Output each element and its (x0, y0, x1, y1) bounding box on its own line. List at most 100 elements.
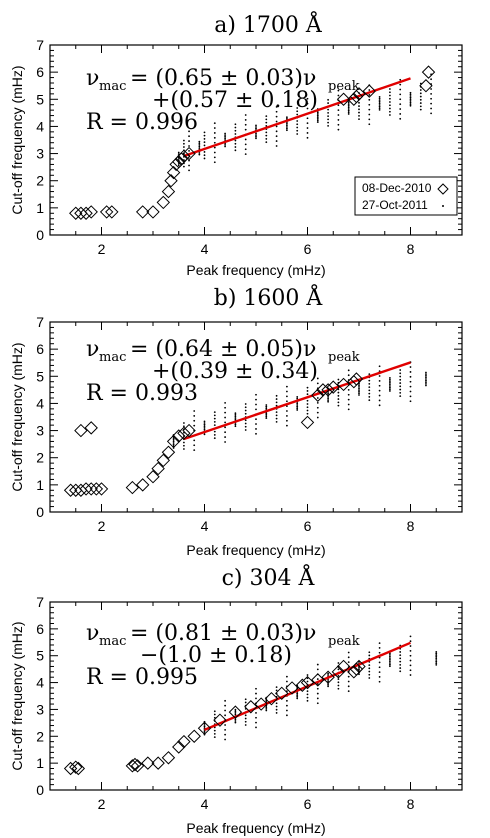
panel-a-dot-point (255, 134, 257, 137)
panel-b-dot-point (347, 393, 350, 396)
panel-c-dot-point (286, 680, 288, 683)
panel-c-ytick-label: 5 (36, 648, 44, 664)
panel-c-dot-point (224, 704, 227, 707)
panel-a-dot-point (296, 107, 299, 109)
panel-c-dot-point (409, 664, 412, 667)
panel-a-ylabel: Cut-off frequency (mHz) (9, 65, 25, 214)
panel-c-dot-point (244, 701, 247, 704)
panel-a-dot-point (368, 123, 371, 126)
panel-c-diamond-point (71, 761, 86, 776)
panel-a-diamond-point (69, 206, 83, 220)
panel-a-dot-point (265, 134, 268, 137)
panel-a-dot-point (296, 126, 299, 129)
panel-c-dot-point (409, 649, 412, 652)
panel-b-dot-point (316, 406, 319, 409)
panel-a-dot-point (306, 117, 309, 120)
panel-b-dot-point (378, 394, 381, 397)
panel-c-diamond-point (213, 713, 227, 727)
panel-a-dot-point (368, 118, 371, 121)
panel-c-dot-point (306, 693, 309, 696)
panel-b-dot-point (224, 431, 227, 434)
panel-c-dot-point (224, 709, 227, 712)
panel-a-dot-point (234, 142, 237, 145)
panel-b-dot-point (265, 413, 268, 416)
panel-c-dot-point (265, 709, 268, 712)
panel-a-dot-point (275, 135, 278, 138)
panel-a-dot-point (296, 120, 299, 122)
panel-b-dot-point (306, 386, 309, 389)
panel-b-ytick-label: 4 (36, 395, 44, 411)
panel-b-dot-point (358, 394, 360, 396)
panel-a: a) 1700 Å 2 4 6 8 0 1 2 3 4 5 6 7 Peak frequency (mH… (9, 10, 463, 278)
panel-a-dot-point (368, 89, 371, 91)
panel-a-dot-point (265, 138, 268, 140)
panel-c-diamond-point (331, 665, 346, 679)
panel-c-dot-point (435, 663, 438, 666)
panel-b-diamond-point (349, 372, 364, 386)
panel-a-eq-line2: +(0.57 ± 0.18) (152, 88, 318, 113)
panel-a-dot-point (213, 127, 216, 129)
panel-b-diamond-point (151, 461, 165, 476)
panel-b-dot-point (255, 408, 257, 411)
panel-a-dot-point (430, 112, 432, 115)
panel-b-dot-point (275, 404, 278, 407)
panel-b-diamond-point (89, 482, 104, 496)
panel-a-dot-point (234, 123, 237, 126)
panel-b-dot-point (275, 401, 278, 404)
panel-b-diamond-point (69, 483, 83, 497)
panel-a-dot-point (347, 108, 350, 110)
panel-a-diamond-point (79, 206, 93, 220)
panel-b-dot-point (316, 401, 319, 404)
panel-c-dot-point (255, 697, 257, 700)
panel-c-dot-point (244, 720, 247, 723)
panel-c-dot-point (275, 705, 278, 708)
panel-a-dot-point (358, 108, 360, 111)
panel-b-dot-point (183, 422, 185, 424)
panel-b-dot-point (378, 380, 381, 382)
panel-a-ytick-label: 2 (36, 173, 44, 189)
panel-b-diamond-point (74, 423, 88, 438)
panel-c-dot-point (316, 668, 319, 671)
panel-b-dot-point (306, 409, 309, 412)
panel-b-dot-point (389, 383, 391, 386)
panel-c-dot-point (368, 664, 371, 667)
panel-b-dot-point (347, 408, 350, 411)
panel-c-diamond-point (228, 705, 243, 719)
panel-b-dot-point (203, 425, 206, 428)
panel-b-dot-point (358, 390, 360, 393)
panel-b-diamond-point (326, 380, 340, 394)
panel-a-dot-point (419, 105, 422, 108)
panel-b-eq-lhs: ν (86, 337, 99, 362)
panel-b-dot-point (306, 412, 309, 415)
panel-b-dot-point (409, 395, 412, 398)
panel-b-dot-point (234, 413, 237, 416)
panel-c-xtick-label: 4 (201, 796, 209, 812)
panel-b-dot-point (368, 382, 371, 385)
panel-a-dot-point (389, 114, 391, 116)
panel-a-dot-point (368, 98, 371, 101)
panel-c-diamond-point (311, 673, 325, 687)
panel-c-dot-point (337, 684, 340, 687)
panel-b-dot-point (409, 400, 412, 403)
panel-a-diamond-point (169, 157, 183, 172)
panel-b-diamond-point (182, 423, 196, 438)
panel-a-dot-point (389, 110, 391, 113)
panel-c-dot-point (275, 689, 278, 692)
panel-c-dot-point (244, 717, 247, 720)
panel-a-xtick-label: 6 (304, 241, 312, 257)
panel-b-diamond-point (177, 426, 191, 440)
panel-c-xlabel: Peak frequency (mHz) (186, 820, 325, 836)
panel-a-dot-point (327, 108, 329, 111)
panel-c-dot-point (409, 674, 412, 676)
panel-c-dot-point (399, 651, 402, 653)
panel-c-dot-point (255, 716, 257, 719)
panel-b-dot-point (327, 392, 329, 395)
panel-b-dot-point (286, 390, 288, 393)
panel-c-dot-point (316, 697, 319, 700)
panel-b-dot-point (389, 388, 391, 391)
panel-c-dot-point (306, 699, 309, 702)
panel-a-dot-point (409, 96, 412, 99)
panel-b-dot-point (368, 399, 371, 402)
panel-b-dot-point (224, 421, 227, 424)
panel-c-xtick-label: 2 (98, 796, 106, 812)
